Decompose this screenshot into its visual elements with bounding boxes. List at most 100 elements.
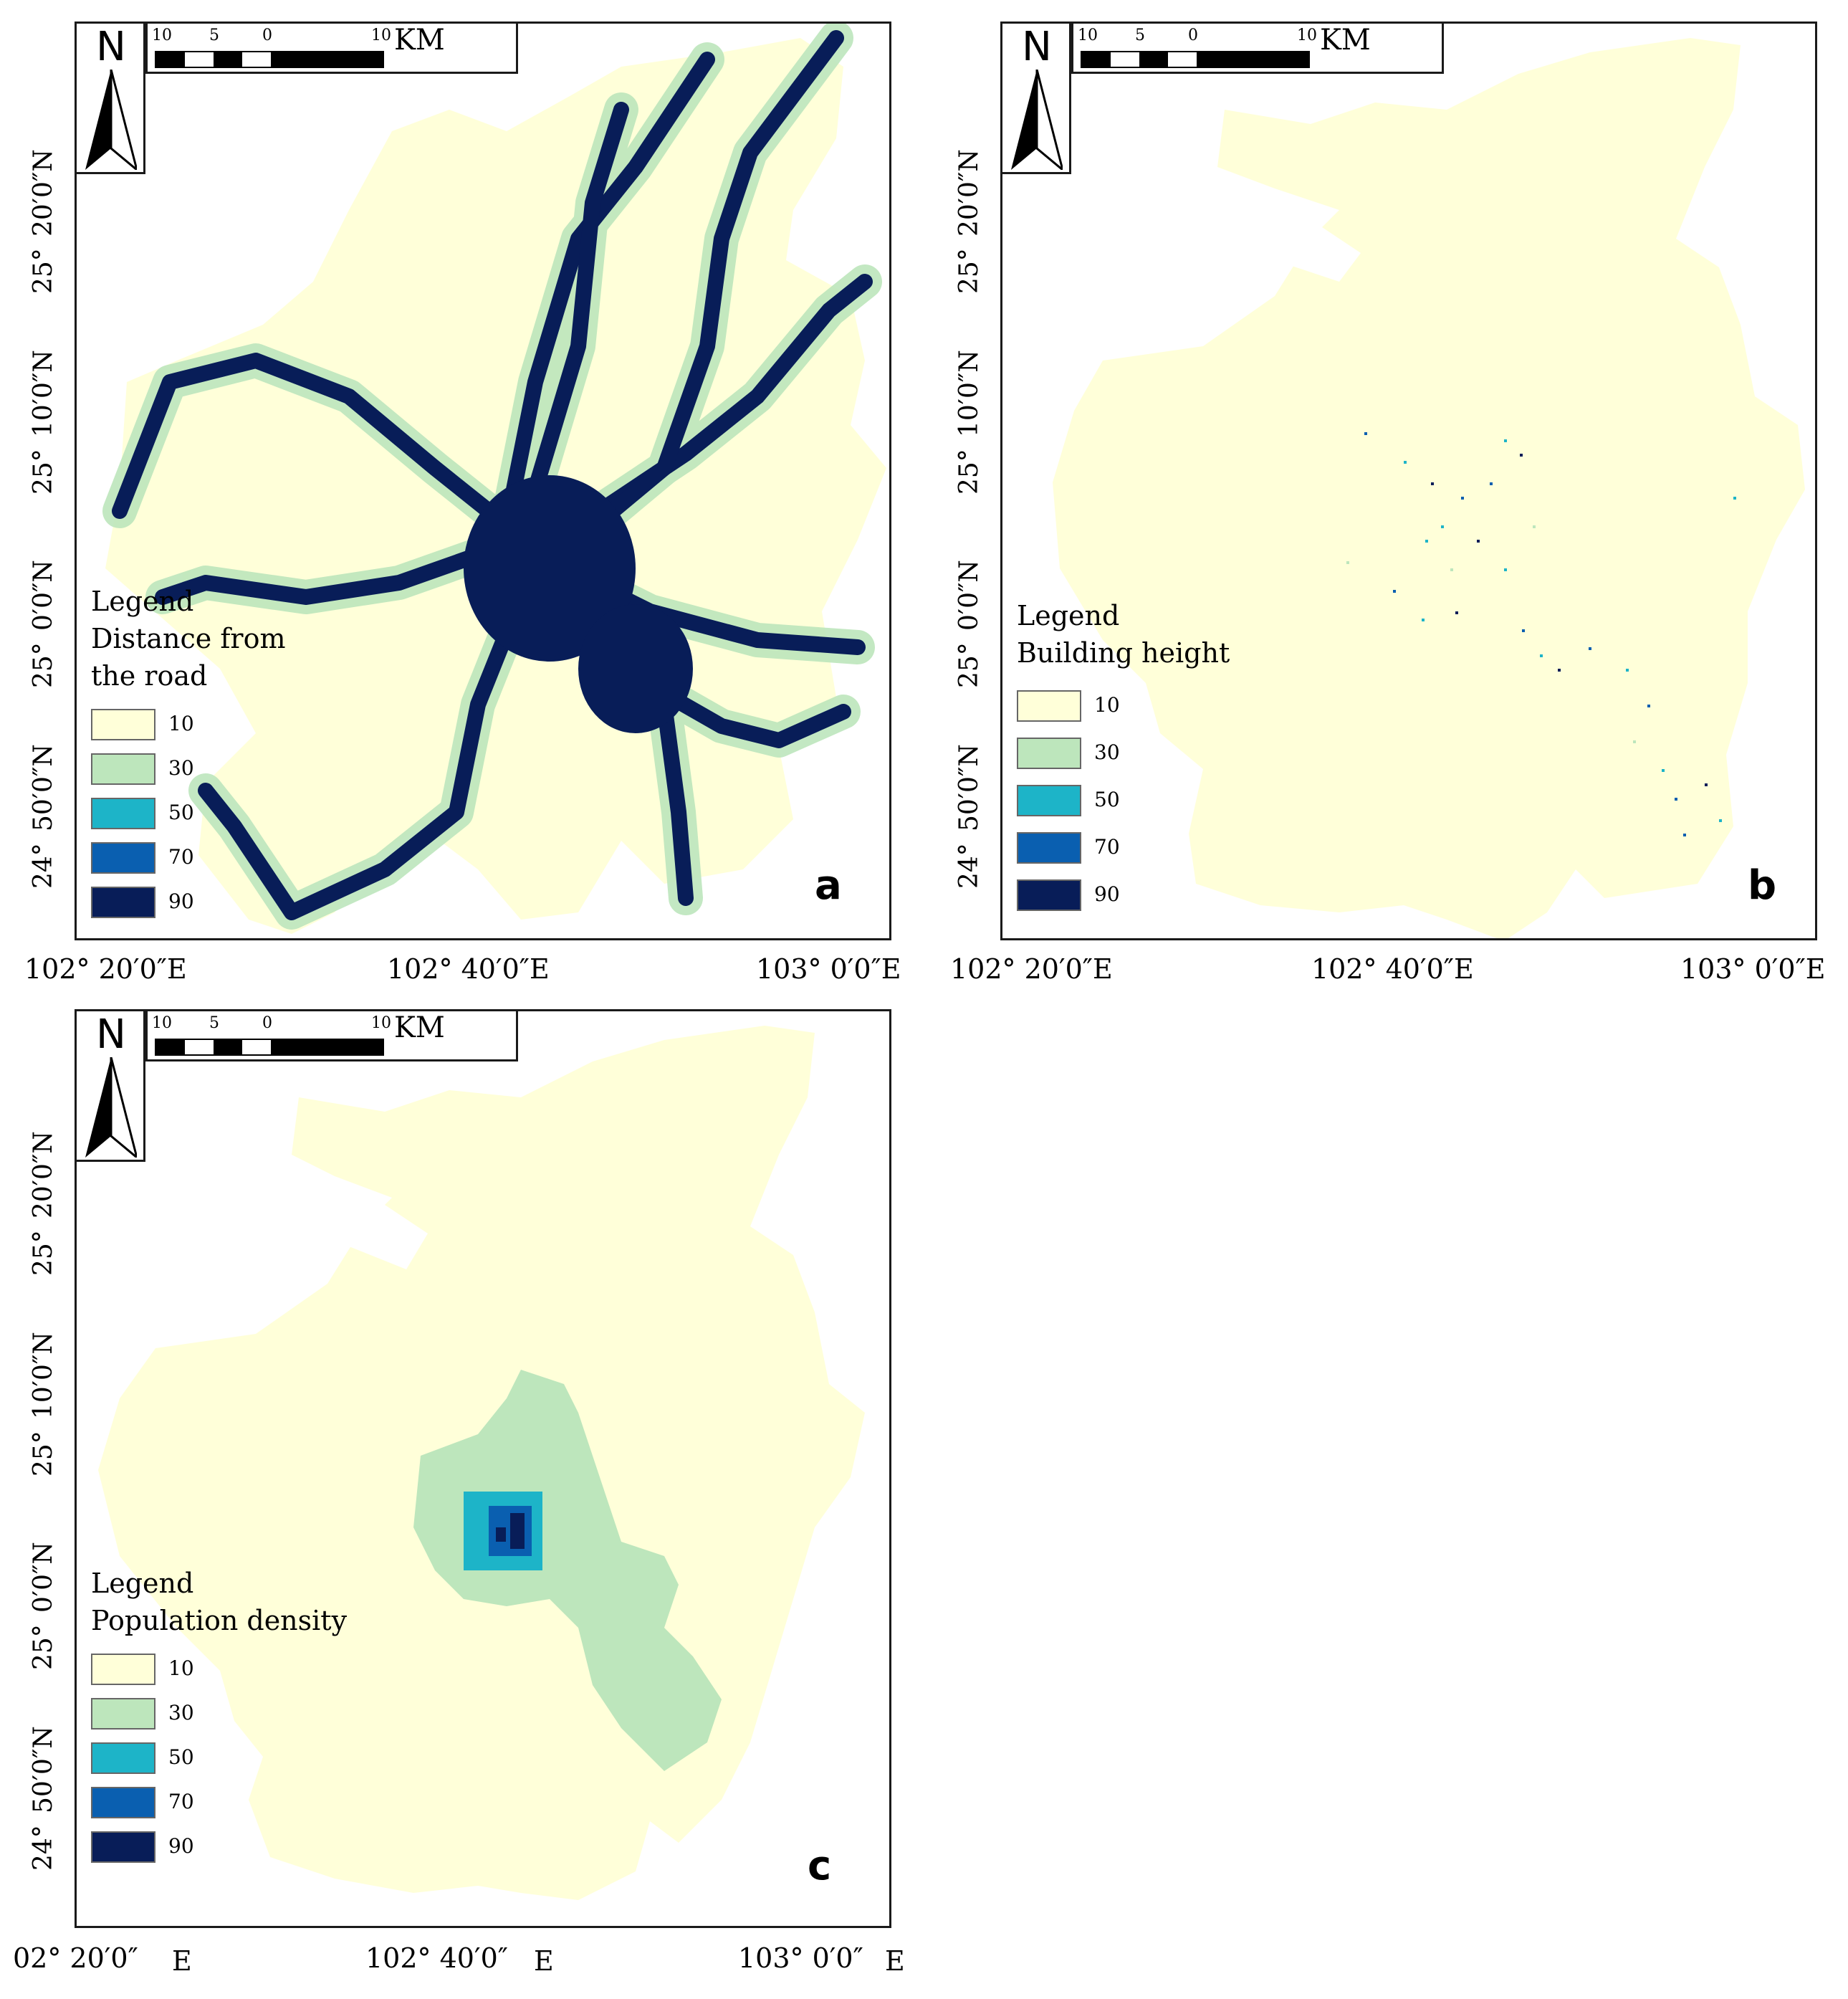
map-frame-a: N 10 5 0 10 KM Legend Distance from the … bbox=[75, 22, 891, 940]
scale-bar-graphic bbox=[155, 1039, 384, 1056]
lat-label: 25° bbox=[29, 449, 58, 495]
legend-title: Legend Building height bbox=[1017, 600, 1230, 669]
scale-bar-graphic bbox=[1081, 51, 1310, 68]
legend-item: 30 bbox=[91, 749, 286, 793]
legend-item: 70 bbox=[91, 838, 286, 882]
lon-label: 02° 20′0″ bbox=[13, 1942, 138, 1974]
legend-title: Legend Distance from the road bbox=[91, 586, 286, 692]
map-canvas-a bbox=[102, 24, 886, 934]
legend-item: 10 bbox=[91, 705, 286, 749]
map-frame-c: N 10 5 0 10 KM Legend Population density… bbox=[75, 1009, 891, 1928]
density-90-zone bbox=[510, 1513, 525, 1549]
map-panel-c: N 10 5 0 10 KM Legend Population density… bbox=[0, 996, 905, 1999]
lon-label: 102° 40′0″ bbox=[365, 1942, 508, 1974]
legend-item: 50 bbox=[1017, 781, 1230, 828]
legend-title: Legend Population density bbox=[91, 1568, 348, 1636]
north-arrow-icon bbox=[1011, 70, 1063, 170]
lon-label: 102° 20′0″E bbox=[24, 953, 187, 985]
legend-item: 90 bbox=[91, 1827, 347, 1871]
lat-label: 0′0″N bbox=[29, 1542, 58, 1613]
map-panel-a: N 10 5 0 10 KM Legend Distance from the … bbox=[0, 0, 903, 996]
legend-item: 70 bbox=[91, 1783, 347, 1827]
lat-label: 0′0″N bbox=[954, 560, 984, 631]
lat-label: 24° bbox=[954, 843, 984, 889]
building-dots bbox=[1346, 432, 1736, 836]
scale-tick-10b: 10 bbox=[371, 27, 391, 44]
lon-label-e: E bbox=[534, 1945, 554, 1977]
lat-label: 25° bbox=[29, 1230, 58, 1276]
scale-tick-0: 0 bbox=[262, 1014, 272, 1032]
scale-tick-5: 5 bbox=[209, 1014, 219, 1032]
legend-item: 70 bbox=[1017, 828, 1230, 875]
lat-label: 25° bbox=[29, 1431, 58, 1476]
density-90-zone-2 bbox=[496, 1527, 506, 1542]
north-arrow-letter: N bbox=[96, 1011, 126, 1058]
lat-label: 20′0″N bbox=[29, 1131, 58, 1218]
north-arrow-icon bbox=[85, 1057, 137, 1158]
map-panel-b: N 10 5 0 10 KM Legend Building height 10… bbox=[924, 0, 1848, 996]
density-30-zone bbox=[413, 1370, 722, 1771]
legend-item: 10 bbox=[1017, 686, 1230, 733]
lon-label: 102° 20′0″E bbox=[950, 953, 1113, 985]
lat-label: 25° bbox=[954, 642, 984, 688]
lat-label: 25° bbox=[29, 1624, 58, 1670]
lat-label: 10′0″N bbox=[29, 350, 58, 437]
lat-label: 24° bbox=[29, 843, 58, 889]
region-fill bbox=[1053, 38, 1805, 938]
lat-label: 0′0″N bbox=[29, 560, 58, 631]
scale-unit: KM bbox=[394, 1011, 445, 1044]
scale-tick-10: 10 bbox=[152, 27, 172, 44]
lon-label: 103° 0′0″ bbox=[738, 1942, 863, 1974]
lat-label: 50′0″N bbox=[29, 1726, 58, 1813]
scale-tick-10b: 10 bbox=[371, 1014, 391, 1032]
map-canvas-b bbox=[1053, 38, 1805, 938]
north-arrow: N bbox=[77, 1011, 145, 1162]
lon-label: 103° 0′0″E bbox=[1680, 953, 1826, 985]
lat-label: 10′0″N bbox=[954, 350, 984, 437]
lat-label: 10′0″N bbox=[29, 1332, 58, 1419]
scale-bar: 10 5 0 10 KM bbox=[1071, 24, 1444, 74]
map-canvas-c bbox=[98, 1026, 865, 1900]
panel-letter-b: b bbox=[1748, 862, 1777, 909]
lat-label: 25° bbox=[29, 642, 58, 688]
scale-tick-0: 0 bbox=[1188, 27, 1198, 44]
map-frame-b: N 10 5 0 10 KM Legend Building height 10… bbox=[1000, 22, 1817, 940]
scale-tick-5: 5 bbox=[1135, 27, 1145, 44]
lon-label-e: E bbox=[172, 1945, 192, 1977]
northern-gap bbox=[306, 1191, 428, 1269]
lat-label: 25° bbox=[954, 248, 984, 294]
legend-c: Legend Population density 10 30 50 70 90 bbox=[91, 1565, 347, 1871]
scale-tick-10: 10 bbox=[1078, 27, 1098, 44]
scale-tick-0: 0 bbox=[262, 27, 272, 44]
urban-core-south bbox=[578, 604, 693, 733]
north-arrow-letter: N bbox=[96, 24, 126, 70]
scale-bar: 10 5 0 10 KM bbox=[145, 1011, 518, 1061]
lat-label: 25° bbox=[954, 449, 984, 495]
lat-label: 50′0″N bbox=[954, 744, 984, 831]
scale-tick-10b: 10 bbox=[1297, 27, 1317, 44]
scale-unit: KM bbox=[1320, 24, 1371, 57]
scale-tick-5: 5 bbox=[209, 27, 219, 44]
scale-tick-10: 10 bbox=[152, 1014, 172, 1032]
north-arrow-letter: N bbox=[1022, 24, 1052, 70]
north-arrow: N bbox=[77, 24, 145, 174]
legend-item: 30 bbox=[1017, 733, 1230, 781]
north-arrow: N bbox=[1002, 24, 1071, 174]
legend-item: 50 bbox=[91, 793, 286, 838]
legend-item: 50 bbox=[91, 1738, 347, 1783]
legend-item: 30 bbox=[91, 1694, 347, 1738]
urban-core bbox=[464, 475, 636, 662]
legend-item: 90 bbox=[91, 882, 286, 927]
lat-label: 24° bbox=[29, 1825, 58, 1871]
north-arrow-icon bbox=[85, 70, 137, 170]
legend-item: 10 bbox=[91, 1649, 347, 1694]
lat-label: 50′0″N bbox=[29, 744, 58, 831]
lon-label: 103° 0′0″E bbox=[756, 953, 901, 985]
legend-b: Legend Building height 10 30 50 70 90 bbox=[1017, 597, 1230, 922]
scale-unit: KM bbox=[394, 24, 445, 57]
lat-label: 20′0″N bbox=[954, 149, 984, 237]
lon-label: 102° 40′0″E bbox=[387, 953, 550, 985]
legend-a: Legend Distance from the road 10 30 50 7… bbox=[91, 583, 286, 927]
legend-item: 90 bbox=[1017, 875, 1230, 922]
lat-label: 25° bbox=[29, 248, 58, 294]
